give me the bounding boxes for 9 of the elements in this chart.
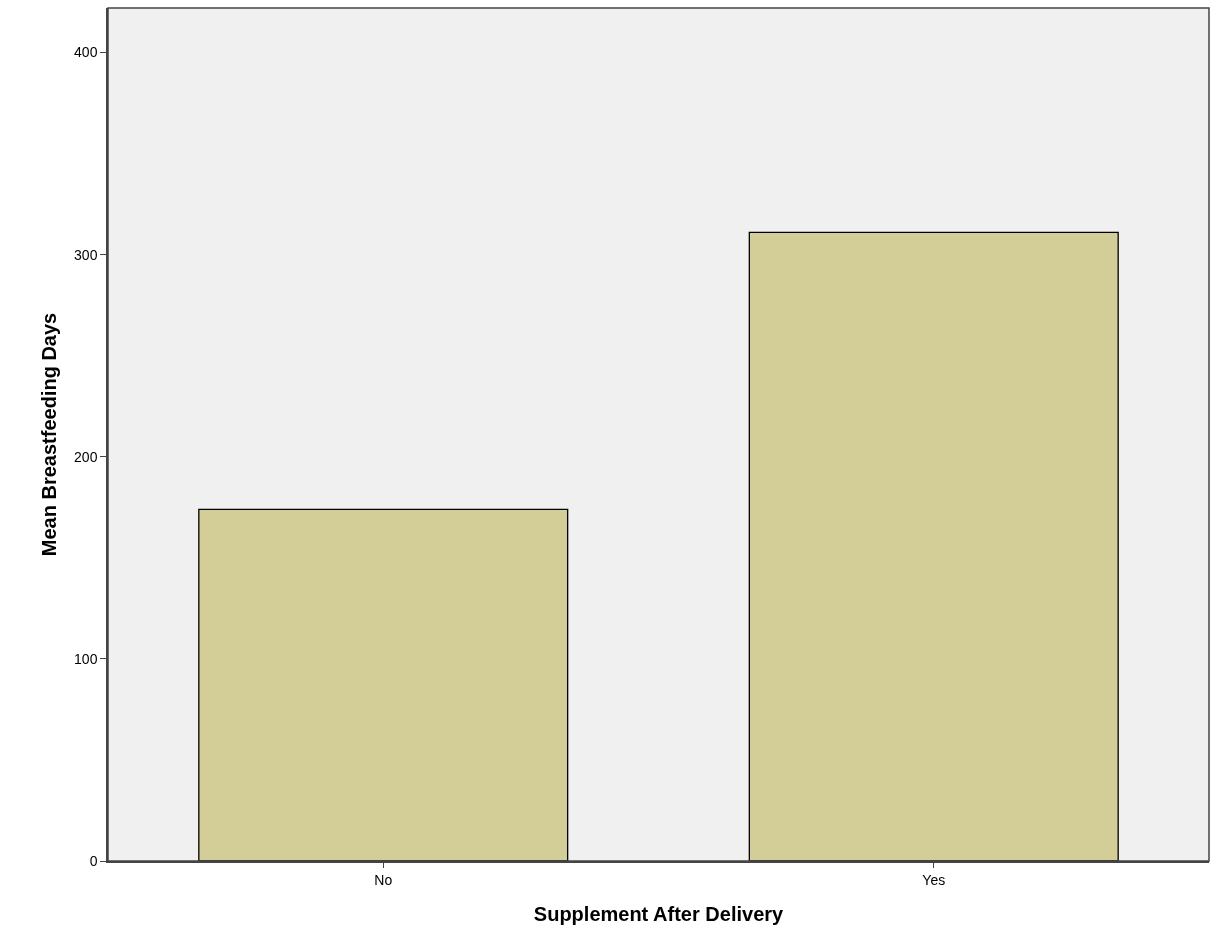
- y-tick-label: 200: [74, 448, 98, 465]
- y-axis-title: Mean Breastfeeding Days: [38, 312, 61, 557]
- x-tick-label: No: [374, 871, 393, 888]
- y-tick-label: 300: [74, 246, 98, 263]
- y-tick-label: 400: [74, 44, 98, 61]
- y-tick-label: 100: [74, 650, 98, 667]
- x-axis-title: Supplement After Delivery: [533, 902, 785, 925]
- x-tick-label: Yes: [922, 871, 946, 888]
- y-tick-label: 0: [89, 852, 98, 869]
